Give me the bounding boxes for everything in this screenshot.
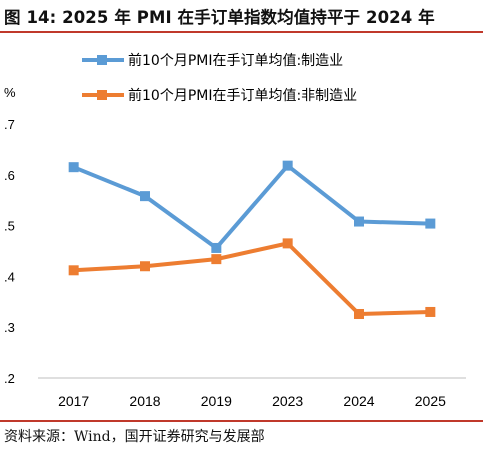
y-tick-label: .6 <box>4 168 15 183</box>
data-point <box>68 162 79 173</box>
source-note: 资料来源：Wind，国开证券研究与发展部 <box>4 429 265 445</box>
y-tick-label: .5 <box>4 219 15 234</box>
y-tick-label: .4 <box>4 269 15 284</box>
y-tick-label: .3 <box>4 320 15 335</box>
x-tick-label: 2017 <box>58 393 89 409</box>
data-point <box>425 218 436 229</box>
data-point <box>282 238 293 249</box>
x-tick-label: 2024 <box>343 393 374 409</box>
x-tick-label: 2019 <box>201 393 232 409</box>
x-tick-label: 2018 <box>129 393 160 409</box>
y-tick-label: .2 <box>4 371 15 386</box>
data-point <box>211 242 222 253</box>
figure-title: 图 14: 2025 年 PMI 在手订单指数均值持平于 2024 年 <box>4 8 435 27</box>
legend-label: 前10个月PMI在手订单均值:制造业 <box>128 52 343 69</box>
data-point <box>140 191 150 202</box>
x-tick-label: 2023 <box>272 393 303 409</box>
data-point <box>282 160 293 171</box>
data-point <box>425 306 436 317</box>
data-point <box>211 254 222 265</box>
x-tick-label: 2025 <box>415 393 446 409</box>
series-group <box>68 160 436 319</box>
data-point <box>354 216 364 227</box>
y-tick-label: .7 <box>4 117 15 132</box>
data-point <box>354 308 364 319</box>
data-point <box>68 265 79 276</box>
footer-divider <box>0 420 483 422</box>
series-line <box>72 163 431 250</box>
title-divider <box>0 31 483 33</box>
y-axis-ticks: .2 .3 .4 .5 .6 .7 <box>4 117 15 386</box>
legend-swatch-marker <box>97 90 107 100</box>
legend-swatch-marker <box>97 55 107 65</box>
y-unit-label: % <box>4 85 16 100</box>
x-axis-ticks: 2017 2018 2019 2023 2024 2025 <box>58 393 446 409</box>
data-point <box>140 261 150 272</box>
legend-label: 前10个月PMI在手订单均值:非制造业 <box>128 87 357 104</box>
series-line <box>73 241 431 316</box>
